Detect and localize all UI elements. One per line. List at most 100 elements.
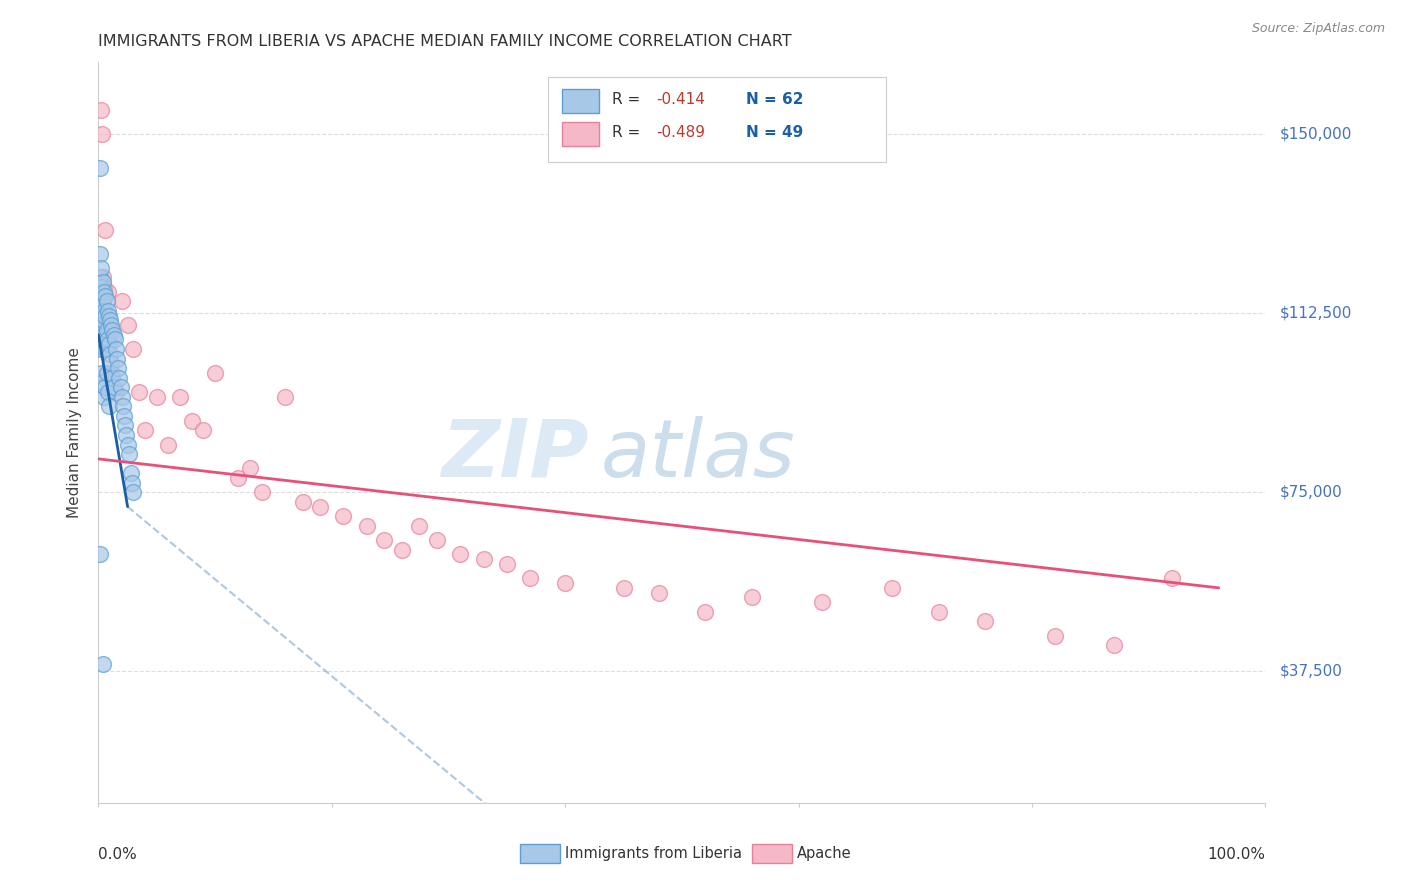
Point	[93, 303, 115, 318]
Point	[89, 333, 111, 347]
Point	[117, 318, 139, 333]
Text: R =: R =	[612, 92, 645, 107]
Point	[89, 548, 111, 562]
FancyBboxPatch shape	[548, 78, 886, 162]
Point	[90, 260, 112, 275]
Point	[291, 495, 314, 509]
Text: $150,000: $150,000	[1279, 127, 1351, 142]
Point	[391, 542, 413, 557]
Point	[115, 428, 138, 442]
Point	[100, 356, 122, 370]
Point	[239, 461, 262, 475]
Point	[96, 323, 118, 337]
FancyBboxPatch shape	[562, 122, 599, 146]
Point	[98, 313, 121, 327]
Point	[169, 390, 191, 404]
Point	[89, 161, 111, 175]
Point	[108, 370, 131, 384]
Point	[120, 467, 142, 481]
Point	[104, 384, 127, 399]
Point	[96, 318, 118, 333]
Point	[90, 103, 112, 118]
Point	[122, 342, 145, 356]
Point	[93, 280, 115, 294]
Point	[104, 333, 127, 347]
Point	[157, 437, 180, 451]
Point	[250, 485, 273, 500]
Point	[93, 285, 115, 299]
Point	[103, 380, 125, 394]
Point	[332, 509, 354, 524]
Point	[309, 500, 332, 514]
Point	[103, 327, 125, 342]
Point	[146, 390, 169, 404]
Point	[90, 327, 112, 342]
Point	[228, 471, 250, 485]
Point	[519, 571, 541, 585]
Point	[90, 366, 112, 380]
Text: atlas: atlas	[600, 416, 794, 494]
Text: ZIP: ZIP	[441, 416, 589, 494]
Point	[89, 294, 111, 309]
Point	[91, 333, 114, 347]
Point	[118, 447, 141, 461]
Text: N = 49: N = 49	[747, 125, 803, 140]
Point	[94, 222, 117, 236]
Point	[97, 333, 120, 347]
Y-axis label: Median Family Income: Median Family Income	[67, 347, 83, 518]
Point	[647, 585, 669, 599]
Point	[90, 309, 112, 323]
Point	[98, 327, 121, 342]
Point	[111, 294, 134, 309]
Point	[193, 423, 215, 437]
Point	[1045, 629, 1067, 643]
Point	[496, 557, 519, 571]
Point	[96, 294, 118, 309]
Text: Source: ZipAtlas.com: Source: ZipAtlas.com	[1251, 22, 1385, 36]
Point	[741, 591, 763, 605]
Point	[97, 384, 120, 399]
Point	[100, 318, 122, 333]
Point	[408, 518, 430, 533]
Point	[97, 303, 120, 318]
Text: R =: R =	[612, 125, 645, 140]
Point	[114, 418, 136, 433]
Point	[134, 423, 156, 437]
Text: 0.0%: 0.0%	[98, 847, 138, 863]
Point	[128, 384, 150, 399]
Point	[91, 313, 114, 327]
Point	[97, 337, 120, 351]
Point	[90, 127, 112, 141]
Point	[1161, 571, 1184, 585]
Text: -0.489: -0.489	[657, 125, 706, 140]
Point	[90, 280, 112, 294]
Point	[554, 576, 576, 591]
Point	[274, 390, 297, 404]
Point	[373, 533, 395, 547]
Point	[1102, 638, 1125, 652]
Point	[122, 485, 145, 500]
Point	[97, 285, 120, 299]
Text: N = 62: N = 62	[747, 92, 804, 107]
Point	[91, 270, 114, 285]
Point	[89, 270, 111, 285]
Point	[121, 475, 143, 490]
Point	[94, 342, 117, 356]
Point	[90, 323, 112, 337]
Text: IMMIGRANTS FROM LIBERIA VS APACHE MEDIAN FAMILY INCOME CORRELATION CHART: IMMIGRANTS FROM LIBERIA VS APACHE MEDIAN…	[98, 34, 792, 49]
Point	[105, 351, 128, 366]
Point	[472, 552, 495, 566]
Point	[94, 380, 117, 394]
Point	[117, 437, 139, 451]
Point	[695, 605, 717, 619]
Text: $75,000: $75,000	[1279, 485, 1343, 500]
Point	[928, 605, 950, 619]
Point	[112, 409, 135, 423]
Point	[974, 615, 997, 629]
Point	[90, 342, 112, 356]
Point	[98, 347, 121, 361]
Point	[90, 318, 112, 333]
Point	[104, 342, 127, 356]
Text: 100.0%: 100.0%	[1208, 847, 1265, 863]
Point	[91, 294, 114, 309]
